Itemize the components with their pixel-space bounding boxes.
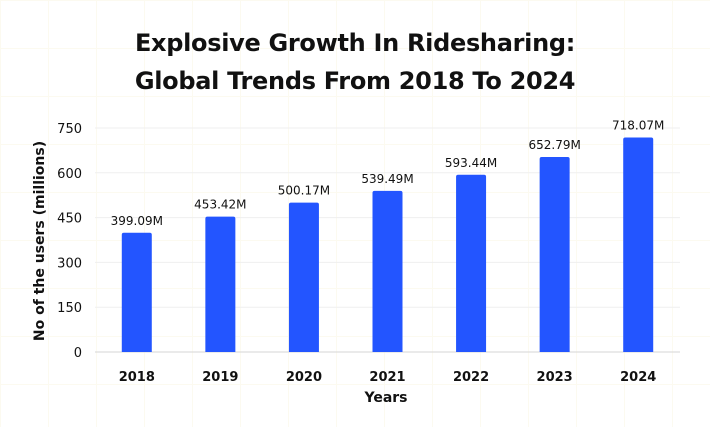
bar-2020 <box>288 202 319 352</box>
x-axis-label: Years <box>363 390 407 406</box>
data-label-2021: 539.49M <box>361 172 413 186</box>
y-tick-label: 600 <box>57 167 82 182</box>
x-tick-label-2022: 2022 <box>453 370 489 385</box>
bar-2024 <box>623 137 654 352</box>
x-tick-label-2020: 2020 <box>286 370 322 385</box>
y-axis-label: No of the users (millions) <box>32 141 48 341</box>
bar-2022 <box>456 174 487 352</box>
bar-2023 <box>539 157 570 352</box>
data-label-2019: 453.42M <box>194 198 246 212</box>
x-tick-label-2019: 2019 <box>202 370 238 385</box>
data-label-2023: 652.79M <box>528 138 580 152</box>
x-tick-label-2023: 2023 <box>537 370 573 385</box>
bar-2018 <box>121 232 152 352</box>
y-tick-label: 750 <box>57 122 82 137</box>
y-tick-label: 0 <box>74 346 82 361</box>
data-label-2022: 593.44M <box>445 156 497 170</box>
y-tick-label: 450 <box>57 212 82 227</box>
y-tick-label: 150 <box>57 301 82 316</box>
x-tick-label-2021: 2021 <box>369 370 405 385</box>
x-tick-label-2024: 2024 <box>620 370 656 385</box>
chart-title-line-1: Explosive Growth In Ridesharing: <box>134 29 576 57</box>
chart-title: Explosive Growth In Ridesharing: Global … <box>0 24 710 100</box>
data-label-2024: 718.07M <box>612 119 664 133</box>
y-tick-label: 300 <box>57 256 82 271</box>
chart-title-line-2: Global Trends From 2018 To 2024 <box>134 67 576 95</box>
x-tick-label-2018: 2018 <box>119 370 155 385</box>
data-label-2020: 500.17M <box>278 184 330 198</box>
bar-2021 <box>372 190 403 352</box>
bar-2019 <box>205 216 236 352</box>
data-label-2018: 399.09M <box>111 214 163 228</box>
